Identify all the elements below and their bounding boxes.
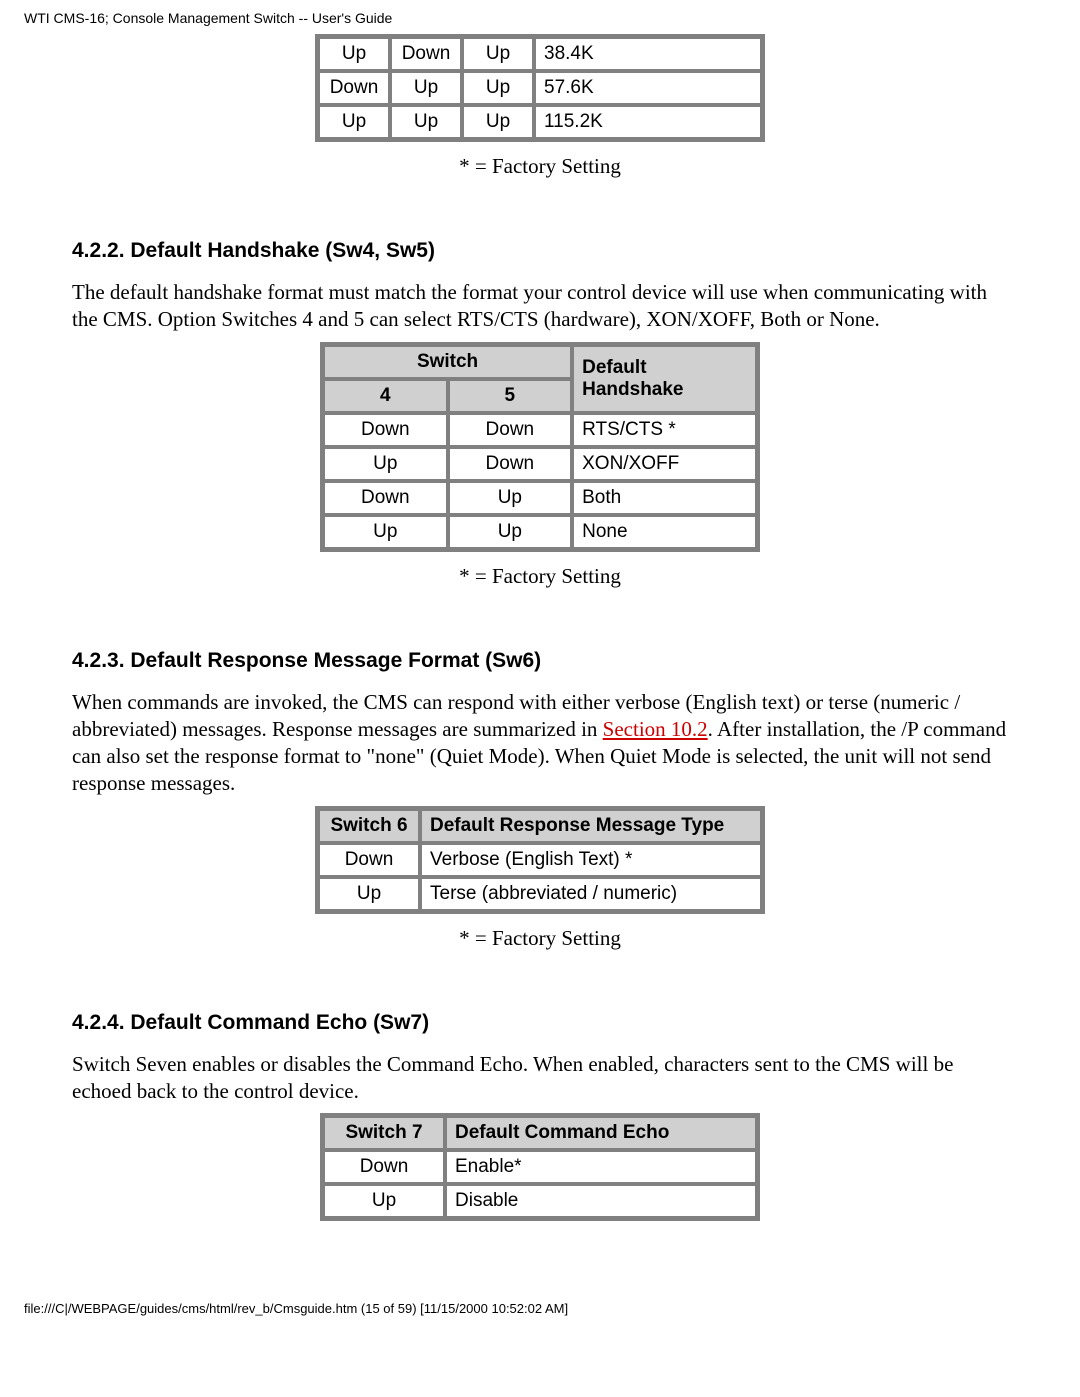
table-cell: 57.6K bbox=[535, 72, 761, 104]
section-423-paragraph: When commands are invoked, the CMS can r… bbox=[72, 689, 1008, 798]
table-cell: Up bbox=[463, 38, 533, 70]
table-cell: Up bbox=[391, 106, 461, 138]
table-cell: Terse (abbreviated / numeric) bbox=[421, 878, 761, 910]
table-row: DownUpUp57.6K bbox=[319, 72, 761, 104]
table-cell: Up bbox=[324, 1185, 444, 1217]
section-422-paragraph: The default handshake format must match … bbox=[72, 279, 1008, 334]
table-cell: Up bbox=[391, 72, 461, 104]
table-row: DownDownRTS/CTS * bbox=[324, 414, 756, 446]
table-row: UpUpNone bbox=[324, 516, 756, 548]
baud-rate-table: UpDownUp38.4KDownUpUp57.6KUpUpUp115.2K bbox=[315, 34, 765, 142]
table-cell: Down bbox=[391, 38, 461, 70]
table-cell: Disable bbox=[446, 1185, 756, 1217]
echo-table-switch-header: Switch 7 bbox=[324, 1117, 444, 1149]
handshake-table-handshake-header: Default Handshake bbox=[573, 346, 756, 412]
table-cell: XON/XOFF bbox=[573, 448, 756, 480]
response-table-type-header: Default Response Message Type bbox=[421, 810, 761, 842]
table-row: UpUpUp115.2K bbox=[319, 106, 761, 138]
section-422-title: 4.2.2. Default Handshake (Sw4, Sw5) bbox=[72, 239, 1008, 263]
table-cell: Down bbox=[324, 1151, 444, 1183]
table-cell: Up bbox=[319, 38, 389, 70]
table-cell: Down bbox=[319, 844, 419, 876]
handshake-table-switch-header: Switch bbox=[324, 346, 571, 378]
page-content: UpDownUp38.4KDownUpUp57.6KUpUpUp115.2K *… bbox=[0, 34, 1080, 1221]
section-424-paragraph: Switch Seven enables or disables the Com… bbox=[72, 1051, 1008, 1106]
table-cell: Down bbox=[449, 414, 572, 446]
table-row: UpDisable bbox=[324, 1185, 756, 1217]
table-cell: Up bbox=[449, 516, 572, 548]
table-cell: Up bbox=[324, 448, 447, 480]
table-cell: None bbox=[573, 516, 756, 548]
factory-note-2: * = Factory Setting bbox=[72, 564, 1008, 589]
table-cell: Up bbox=[319, 878, 419, 910]
table-row: UpTerse (abbreviated / numeric) bbox=[319, 878, 761, 910]
table-row: UpDownXON/XOFF bbox=[324, 448, 756, 480]
response-table-switch-header: Switch 6 bbox=[319, 810, 419, 842]
table-row: DownEnable* bbox=[324, 1151, 756, 1183]
table-cell: Down bbox=[324, 414, 447, 446]
table-cell: Enable* bbox=[446, 1151, 756, 1183]
response-table: Switch 6 Default Response Message Type D… bbox=[315, 806, 765, 914]
page-footer: file:///C|/WEBPAGE/guides/cms/html/rev_b… bbox=[0, 1291, 1080, 1326]
table-row: UpDownUp38.4K bbox=[319, 38, 761, 70]
table-cell: 38.4K bbox=[535, 38, 761, 70]
table-cell: Up bbox=[463, 72, 533, 104]
factory-note-1: * = Factory Setting bbox=[72, 154, 1008, 179]
echo-table-echo-header: Default Command Echo bbox=[446, 1117, 756, 1149]
table-cell: Up bbox=[319, 106, 389, 138]
handshake-table: Switch Default Handshake 4 5 DownDownRTS… bbox=[320, 342, 760, 552]
table-cell: Down bbox=[324, 482, 447, 514]
table-row: DownVerbose (English Text) * bbox=[319, 844, 761, 876]
echo-table: Switch 7 Default Command Echo DownEnable… bbox=[320, 1113, 760, 1221]
section-link[interactable]: Section 10.2 bbox=[603, 717, 708, 741]
table-cell: RTS/CTS * bbox=[573, 414, 756, 446]
table-cell: 115.2K bbox=[535, 106, 761, 138]
table-row: DownUpBoth bbox=[324, 482, 756, 514]
page-header: WTI CMS-16; Console Management Switch --… bbox=[0, 0, 1080, 34]
table-cell: Down bbox=[449, 448, 572, 480]
table-cell: Down bbox=[319, 72, 389, 104]
table-cell: Up bbox=[463, 106, 533, 138]
handshake-table-col4-header: 4 bbox=[324, 380, 447, 412]
handshake-table-col5-header: 5 bbox=[449, 380, 572, 412]
table-cell: Both bbox=[573, 482, 756, 514]
section-423-title: 4.2.3. Default Response Message Format (… bbox=[72, 649, 1008, 673]
factory-note-3: * = Factory Setting bbox=[72, 926, 1008, 951]
table-cell: Up bbox=[449, 482, 572, 514]
section-424-title: 4.2.4. Default Command Echo (Sw7) bbox=[72, 1011, 1008, 1035]
table-cell: Verbose (English Text) * bbox=[421, 844, 761, 876]
table-cell: Up bbox=[324, 516, 447, 548]
